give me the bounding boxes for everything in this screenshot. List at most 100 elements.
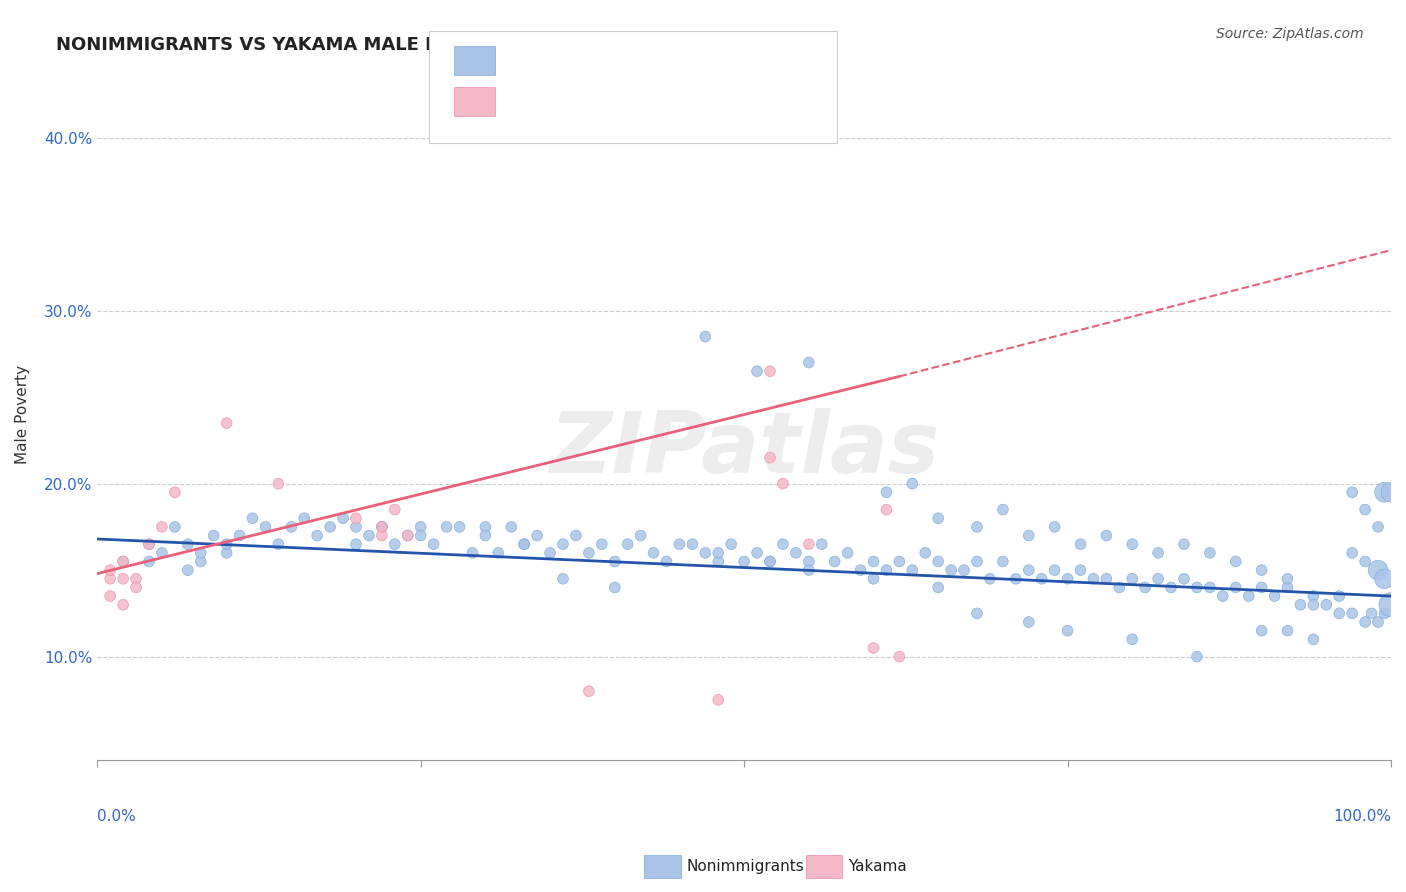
Point <box>772 476 794 491</box>
Point <box>759 554 782 568</box>
Point <box>215 537 238 551</box>
Point <box>797 537 820 551</box>
Point <box>824 554 846 568</box>
Point <box>254 520 277 534</box>
Point <box>759 450 782 465</box>
Point <box>603 554 626 568</box>
Point <box>707 693 730 707</box>
Point <box>1361 607 1384 621</box>
Point <box>125 572 148 586</box>
Point <box>138 537 160 551</box>
Point <box>914 546 936 560</box>
Point <box>862 640 884 655</box>
Point <box>875 485 897 500</box>
Y-axis label: Male Poverty: Male Poverty <box>15 365 30 464</box>
Text: Source: ZipAtlas.com: Source: ZipAtlas.com <box>1216 27 1364 41</box>
Point <box>409 528 432 542</box>
Point <box>1374 607 1396 621</box>
Point <box>344 520 367 534</box>
Point <box>177 563 200 577</box>
Point <box>630 528 652 542</box>
Point <box>1277 572 1299 586</box>
Point <box>486 546 509 560</box>
Point <box>371 520 394 534</box>
Point <box>267 537 290 551</box>
Point <box>384 537 406 551</box>
Point <box>707 554 730 568</box>
Point <box>1225 581 1247 595</box>
Point <box>344 511 367 525</box>
Point <box>1341 607 1364 621</box>
Point <box>733 554 755 568</box>
Point <box>215 546 238 560</box>
Point <box>125 581 148 595</box>
Point <box>603 581 626 595</box>
Point <box>396 528 419 542</box>
Point <box>927 511 949 525</box>
Point <box>875 563 897 577</box>
Point <box>1185 581 1208 595</box>
Point <box>1031 572 1053 586</box>
Point <box>1018 528 1040 542</box>
Point <box>772 537 794 551</box>
Point <box>1277 624 1299 638</box>
Point <box>98 572 121 586</box>
Point <box>1367 563 1389 577</box>
Text: ZIPatlas: ZIPatlas <box>548 408 939 491</box>
Text: N = 148: N = 148 <box>668 54 731 68</box>
Point <box>578 684 600 698</box>
Point <box>474 528 496 542</box>
Point <box>1329 589 1351 603</box>
Text: 100.0%: 100.0% <box>1333 809 1391 824</box>
Point <box>889 554 911 568</box>
Point <box>1315 598 1337 612</box>
Point <box>280 520 302 534</box>
Point <box>513 537 536 551</box>
Point <box>538 546 561 560</box>
Point <box>810 537 832 551</box>
Point <box>901 563 924 577</box>
Point <box>695 546 717 560</box>
Point <box>319 520 342 534</box>
Point <box>1147 546 1170 560</box>
Point <box>1147 572 1170 586</box>
Point <box>1121 537 1143 551</box>
Point <box>1199 581 1222 595</box>
Point <box>966 554 988 568</box>
Point <box>1289 598 1312 612</box>
Point <box>292 511 315 525</box>
Point <box>1374 485 1396 500</box>
Point <box>1095 528 1118 542</box>
Point <box>307 528 329 542</box>
Point <box>190 554 212 568</box>
Point <box>332 511 354 525</box>
Point <box>513 537 536 551</box>
Point <box>643 546 665 560</box>
Text: Yakama: Yakama <box>848 859 907 873</box>
Point <box>1018 563 1040 577</box>
Point <box>745 546 768 560</box>
Point <box>991 554 1014 568</box>
Point <box>163 520 186 534</box>
Point <box>138 554 160 568</box>
Point <box>396 528 419 542</box>
Point <box>1083 572 1105 586</box>
Point <box>1160 581 1182 595</box>
Point <box>1173 572 1195 586</box>
Point <box>797 355 820 369</box>
Point <box>177 537 200 551</box>
Point <box>344 537 367 551</box>
Point <box>1367 520 1389 534</box>
Point <box>163 485 186 500</box>
Point <box>862 554 884 568</box>
Point <box>202 528 225 542</box>
Point <box>1354 554 1376 568</box>
Point <box>681 537 703 551</box>
Point <box>591 537 613 551</box>
Point <box>551 537 574 551</box>
Point <box>759 554 782 568</box>
Point <box>1043 520 1066 534</box>
Point <box>875 502 897 516</box>
Point <box>357 528 380 542</box>
Point <box>551 572 574 586</box>
